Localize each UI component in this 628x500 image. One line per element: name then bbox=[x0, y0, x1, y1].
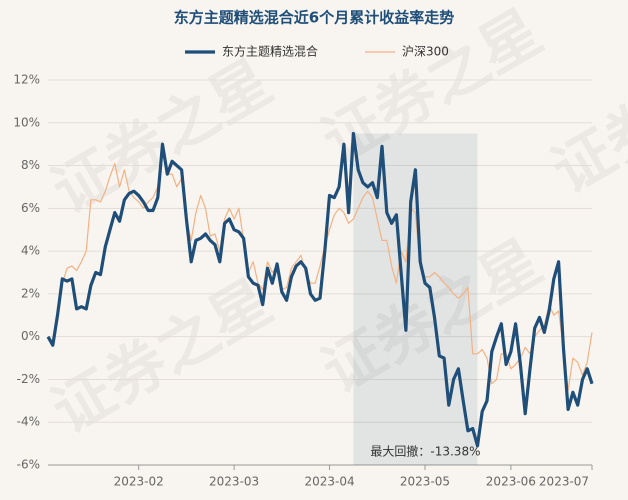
y-tick-label: 8% bbox=[21, 158, 40, 172]
y-tick-label: -6% bbox=[17, 458, 40, 472]
chart-title: 东方主题精选混合近6个月累计收益率走势 bbox=[174, 9, 454, 27]
y-tick-label: 2% bbox=[21, 286, 40, 300]
x-tick-label: 2023-06 bbox=[486, 475, 536, 489]
legend-label: 东方主题精选混合 bbox=[222, 44, 318, 59]
x-tick-label: 2023-07 bbox=[539, 475, 589, 489]
y-tick-label: 0% bbox=[21, 329, 40, 343]
y-tick-label: -2% bbox=[17, 372, 40, 386]
legend-label: 沪深300 bbox=[402, 45, 449, 59]
x-tick-label: 2023-05 bbox=[400, 475, 450, 489]
y-tick-label: 10% bbox=[13, 115, 40, 129]
y-tick-label: -4% bbox=[17, 415, 40, 429]
x-tick-label: 2023-04 bbox=[304, 475, 354, 489]
y-tick-label: 12% bbox=[13, 73, 40, 87]
series-line bbox=[47, 152, 593, 391]
series-line bbox=[46, 131, 594, 448]
y-tick-label: 6% bbox=[21, 201, 40, 215]
drawdown-label: 最大回撤：-13.38% bbox=[370, 444, 480, 459]
x-tick-label: 2023-02 bbox=[114, 475, 164, 489]
x-tick-label: 2023-03 bbox=[209, 475, 259, 489]
y-tick-label: 4% bbox=[21, 244, 40, 258]
